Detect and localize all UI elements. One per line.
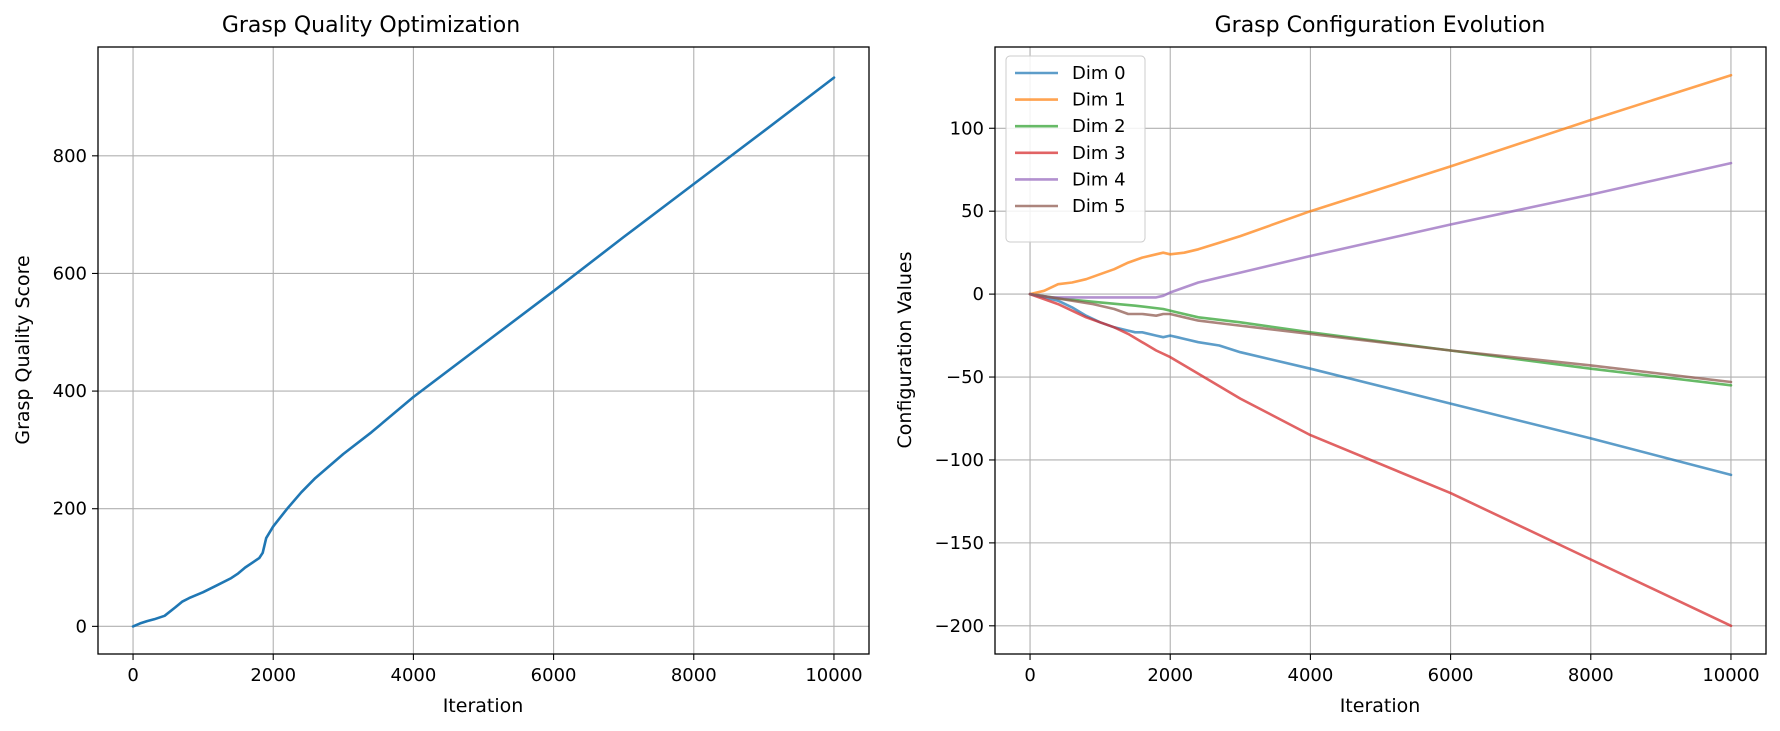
y-ticks: −200 −150 −100 −50 0 50 100 [935, 118, 995, 637]
x-tick-label: 6000 [531, 665, 577, 686]
x-tick-label: 2000 [1147, 665, 1193, 686]
legend-label: Dim 0 [1072, 63, 1126, 84]
x-tick-label: 10000 [805, 665, 862, 686]
y-axis-label: Grasp Quality Score [12, 255, 34, 444]
plot-frame [97, 46, 870, 655]
x-tick-label: 2000 [250, 665, 296, 686]
x-tick-label: 8000 [1568, 665, 1614, 686]
legend: Dim 0 Dim 1 Dim 2 Dim 3 Dim 4 Dim 5 [1005, 55, 1146, 243]
legend-label: Dim 2 [1072, 116, 1126, 137]
series-line-5 [1028, 292, 1733, 384]
y-tick-label: 50 [961, 201, 984, 222]
x-tick-label: 6000 [1428, 665, 1474, 686]
x-tick-label: 4000 [1288, 665, 1334, 686]
plot-frame [994, 46, 1767, 655]
legend-label: Dim 5 [1072, 196, 1126, 217]
legend-label: Dim 1 [1072, 90, 1126, 111]
series-line-3 [1028, 292, 1733, 628]
series-line-0 [1028, 292, 1733, 477]
series-line-2 [1028, 292, 1733, 387]
y-tick-label: 0 [973, 284, 984, 305]
y-tick-label: 0 [76, 616, 87, 637]
chart-title: Grasp Configuration Evolution [1215, 13, 1546, 38]
series-lines [1028, 73, 1733, 628]
legend-label: Dim 4 [1072, 169, 1126, 190]
y-tick-label: −150 [935, 533, 984, 554]
y-tick-label: −100 [935, 450, 984, 471]
legend-label: Dim 3 [1072, 143, 1126, 164]
chart-grasp-configuration: Grasp Configuration Evolution 0 2000 4000 6… [894, 13, 1767, 717]
x-ticks: 0 2000 4000 6000 8000 10000 [127, 654, 863, 686]
y-tick-label: 600 [53, 263, 87, 284]
x-tick-label: 0 [1024, 665, 1035, 686]
y-tick-label: −50 [946, 367, 984, 388]
y-tick-label: 400 [53, 381, 87, 402]
y-axis-label: Configuration Values [894, 252, 916, 449]
y-ticks: 0 200 400 600 800 [53, 146, 98, 637]
x-axis-label: Iteration [443, 695, 524, 717]
y-tick-label: 200 [53, 499, 87, 520]
series-line-4 [1028, 161, 1733, 299]
x-tick-label: 0 [127, 665, 138, 686]
series-lines [131, 76, 836, 628]
y-tick-label: −200 [935, 616, 984, 637]
x-tick-label: 4000 [391, 665, 437, 686]
chart-grasp-quality: Grasp Quality Optimization 0 2000 4000 6000… [12, 13, 870, 717]
x-ticks: 0 2000 4000 6000 8000 10000 [1024, 654, 1760, 686]
legend-box [1005, 55, 1146, 243]
grid-lines [995, 47, 1766, 654]
y-tick-label: 800 [53, 146, 87, 167]
x-tick-label: 8000 [671, 665, 717, 686]
series-line-0 [131, 76, 836, 628]
grid-lines [98, 47, 869, 654]
y-tick-label: 100 [950, 118, 984, 139]
x-tick-label: 10000 [1702, 665, 1759, 686]
x-axis-label: Iteration [1340, 695, 1421, 717]
series-line-1 [1028, 73, 1733, 296]
chart-title: Grasp Quality Optimization [222, 13, 520, 38]
